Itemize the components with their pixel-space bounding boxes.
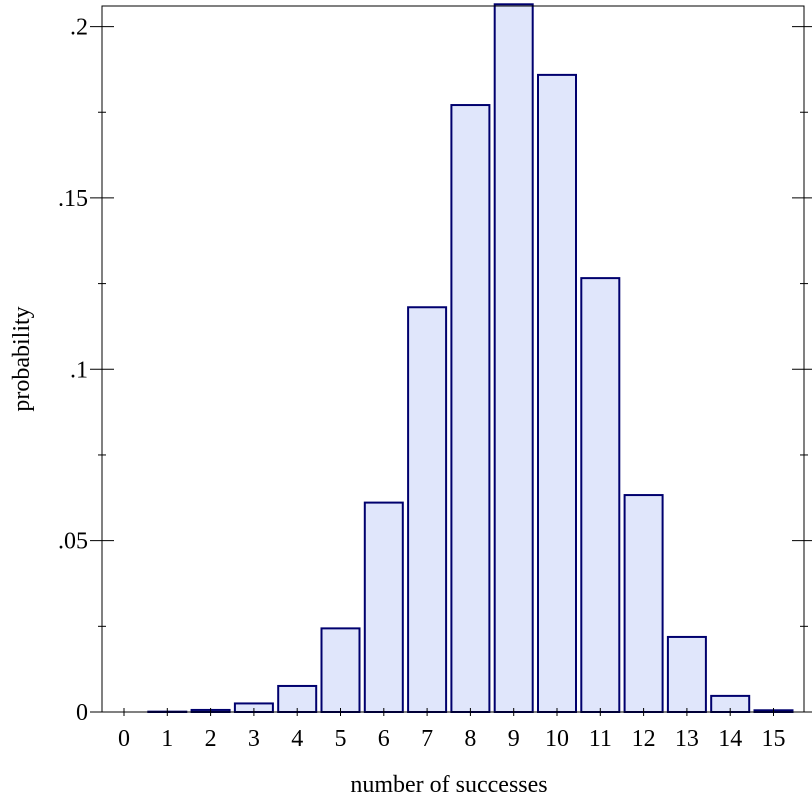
y-axis-label: probability — [9, 306, 35, 411]
x-tick-label-4: 4 — [291, 726, 303, 752]
x-tick-label-10: 10 — [545, 726, 569, 752]
x-tick-label-9: 9 — [508, 726, 520, 752]
x-tick-label-5: 5 — [335, 726, 347, 752]
bar-13 — [666, 635, 707, 713]
x-axis-label: number of successes — [350, 772, 547, 798]
x-tick-label-11: 11 — [589, 726, 612, 752]
x-tick-label-3: 3 — [248, 726, 260, 752]
x-tick-label-7: 7 — [421, 726, 433, 752]
x-tick-label-0: 0 — [118, 726, 130, 752]
bar-5 — [320, 627, 361, 714]
bar-4 — [277, 684, 318, 713]
x-tick-label-15: 15 — [762, 726, 786, 752]
y-tick-label-3: .15 — [58, 186, 88, 212]
bar-7 — [407, 306, 448, 713]
x-tick-label-6: 6 — [378, 726, 390, 752]
bar-11 — [580, 277, 621, 713]
bars-group — [147, 3, 794, 714]
tick-labels-group: 0 1 2 3 4 5 6 7 8 9 10 11 12 13 14 150.05.1.15.2 — [58, 15, 786, 752]
bar-9 — [493, 3, 534, 713]
y-tick-label-4: .2 — [70, 15, 88, 41]
bar-12 — [623, 494, 664, 714]
plot-frame — [101, 5, 805, 713]
y-tick-label-0: 0 — [76, 700, 88, 726]
x-tick-label-1: 1 — [161, 726, 173, 752]
x-tick-label-12: 12 — [632, 726, 656, 752]
x-tick-label-8: 8 — [464, 726, 476, 752]
bar-10 — [537, 73, 577, 713]
x-tick-label-2: 2 — [205, 726, 217, 752]
y-tick-label-2: .1 — [70, 357, 88, 383]
y-tick-label-1: .05 — [58, 529, 88, 555]
bar-6 — [363, 501, 404, 713]
x-tick-label-13: 13 — [675, 726, 699, 752]
bar-8 — [450, 104, 491, 713]
x-tick-label-14: 14 — [718, 726, 742, 752]
